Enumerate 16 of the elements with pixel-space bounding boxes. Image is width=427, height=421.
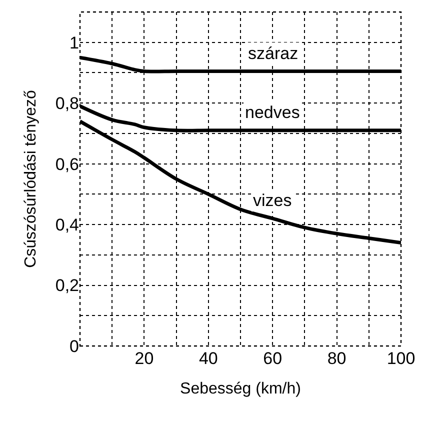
y-axis-title: Csúszósúrlódási tényező: [22, 90, 40, 268]
series-label: nedves: [245, 103, 300, 122]
x-tick-label: 20: [134, 349, 154, 368]
y-tick-label: 0,6: [55, 154, 79, 174]
x-tick-label: 60: [263, 349, 282, 368]
series-label: száraz: [248, 44, 298, 63]
x-tick-label: 80: [327, 349, 346, 368]
series-label: vizes: [253, 191, 292, 210]
y-tick-label: 1: [70, 33, 79, 52]
y-tick-label: 0,2: [55, 276, 79, 296]
y-tick-label: 0,8: [55, 94, 79, 114]
x-tick-label: 40: [198, 349, 218, 368]
y-tick-label: 0: [70, 336, 79, 356]
x-tick-label: 100: [386, 349, 416, 368]
x-axis-title: Sebesség (km/h): [180, 380, 301, 398]
y-tick-label: 0,4: [55, 216, 79, 234]
